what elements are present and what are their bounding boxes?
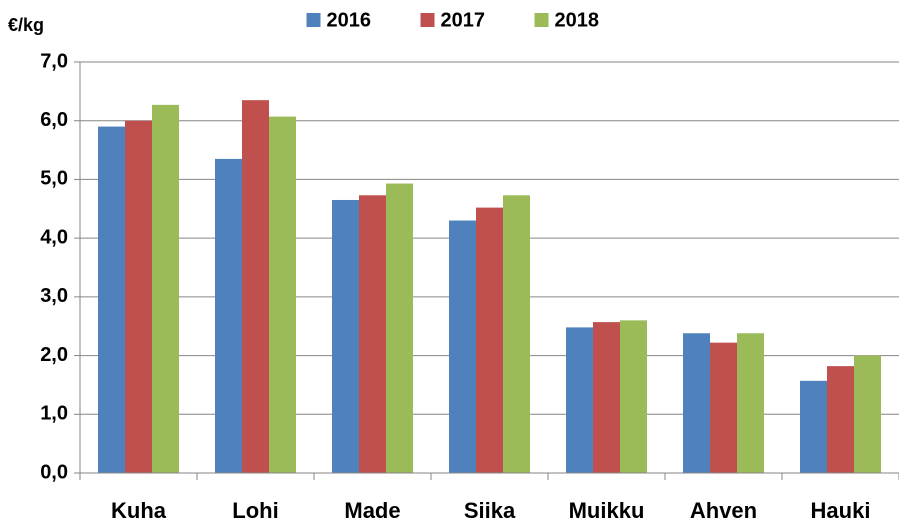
- y-tick-label: 2,0: [40, 344, 68, 366]
- bar: [620, 320, 647, 473]
- x-tick-label: Lohi: [232, 498, 278, 523]
- bar: [566, 327, 593, 473]
- bar: [242, 100, 269, 474]
- bar: [593, 322, 620, 473]
- x-tick-label: Hauki: [811, 498, 871, 523]
- bar: [269, 116, 296, 474]
- bar: [359, 195, 386, 473]
- x-tick-label: Ahven: [690, 498, 757, 523]
- x-tick-label: Made: [344, 498, 400, 523]
- x-tick-label: Muikku: [569, 498, 645, 523]
- bar: [737, 333, 764, 473]
- bar: [386, 183, 413, 473]
- legend-label: 2018: [555, 9, 600, 31]
- y-tick-label: 4,0: [40, 226, 68, 248]
- bar: [152, 104, 179, 474]
- bar: [710, 342, 737, 473]
- y-tick-label: 5,0: [40, 168, 68, 190]
- y-tick-label: 3,0: [40, 285, 68, 307]
- bar: [215, 158, 242, 473]
- bar: [125, 120, 152, 473]
- legend-swatch: [306, 13, 321, 27]
- bar: [503, 195, 530, 473]
- legend-label: 2017: [441, 9, 486, 31]
- x-tick-label: Siika: [464, 498, 516, 523]
- bar: [827, 366, 854, 473]
- y-tick-label: 7,0: [40, 50, 68, 72]
- bar: [683, 333, 710, 473]
- bar: [800, 380, 827, 473]
- x-tick-label: Kuha: [111, 498, 167, 523]
- bar: [854, 355, 881, 473]
- bar: [449, 220, 476, 473]
- legend-label: 2016: [327, 9, 372, 31]
- legend-swatch: [420, 13, 435, 27]
- y-tick-label: 1,0: [40, 403, 68, 425]
- bar: [332, 199, 359, 473]
- y-tick-label: 0,0: [40, 461, 68, 483]
- bar: [98, 126, 125, 473]
- y-axis-label: €/kg: [8, 15, 44, 35]
- bar: [476, 207, 503, 473]
- y-tick-label: 6,0: [40, 109, 68, 131]
- legend-swatch: [534, 13, 549, 27]
